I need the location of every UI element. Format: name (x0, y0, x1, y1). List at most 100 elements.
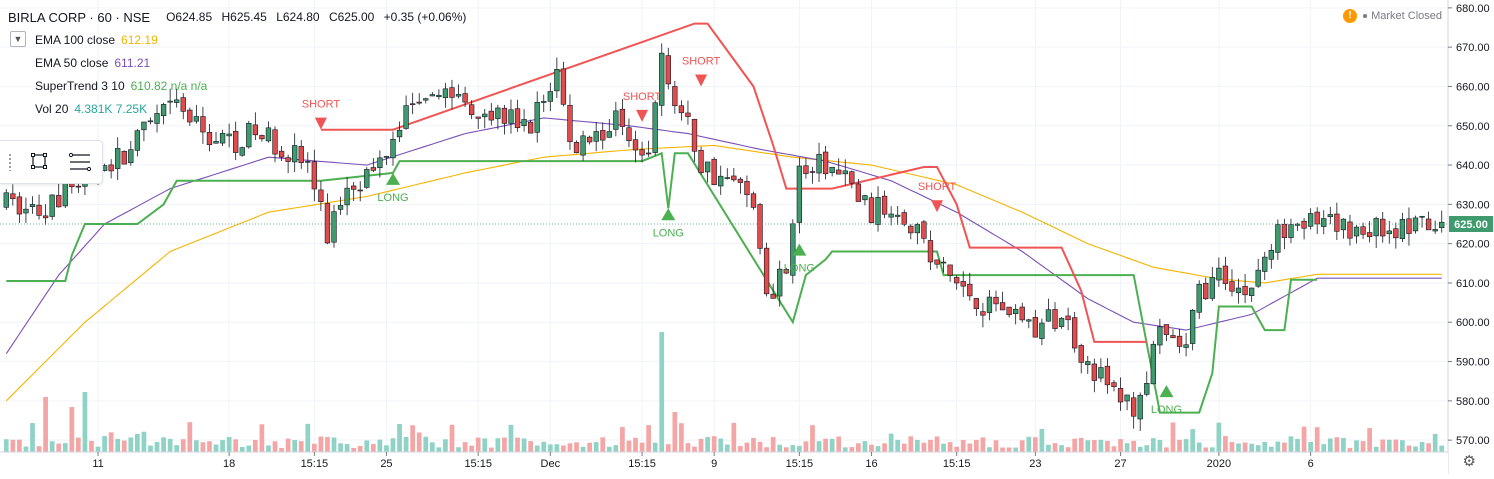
volume-bar (1144, 445, 1150, 452)
drag-handle[interactable] (8, 153, 12, 171)
volume-bar (1249, 443, 1255, 452)
collapse-legend-button[interactable]: ▼ (10, 31, 26, 47)
volume-bar (901, 443, 907, 452)
price-axis-bg (1448, 0, 1494, 474)
candle-body (986, 296, 993, 313)
time-tick-label: 15:15 (628, 458, 656, 470)
candle-body (1183, 344, 1189, 348)
candle-body (1065, 315, 1071, 321)
indicator-value: 610.82 n/a n/a (130, 79, 208, 93)
candle-body (56, 195, 62, 208)
candle-body (999, 302, 1006, 311)
price-tick-label: 600.00 (1456, 317, 1490, 329)
indicator-volume[interactable]: Vol 20 4.381K 7.25K (35, 98, 472, 121)
volume-bar (1341, 437, 1346, 452)
candle-body (822, 151, 829, 175)
candle-body (1419, 215, 1425, 218)
candle-body (416, 101, 422, 104)
volume-bar (1196, 442, 1202, 452)
time-tick-label: Dec (541, 458, 561, 470)
volume-bar (1150, 438, 1156, 452)
market-status[interactable]: ! Market Closed (1343, 9, 1442, 23)
volume-bar (43, 397, 48, 452)
volume-bar (797, 445, 802, 452)
candle-body (442, 88, 449, 98)
long-label: LONG (653, 227, 684, 239)
gear-icon[interactable]: ⚙ (1462, 453, 1476, 470)
volume-bar (397, 424, 402, 452)
volume-bar (561, 445, 566, 452)
indicator-ema50[interactable]: EMA 50 close 611.21 (35, 52, 472, 75)
volume-bar (724, 444, 730, 452)
candle-body (1340, 218, 1347, 231)
volume-bar (508, 424, 514, 452)
candle-body (108, 164, 114, 172)
candle-body (514, 108, 521, 129)
volume-bar (1419, 442, 1425, 452)
low-value: L624.80 (276, 10, 320, 24)
indicator-ema100[interactable]: EMA 100 close 612.19 (35, 29, 472, 52)
candle-body (121, 150, 127, 165)
text-lines-icon[interactable] (68, 152, 92, 172)
price-tick-label: 670.00 (1456, 42, 1490, 54)
candle-body (3, 192, 9, 208)
time-tick-label: 15:15 (786, 458, 814, 470)
price-tick-label: 630.00 (1456, 199, 1490, 211)
candle-body (855, 183, 862, 202)
candle-body (711, 158, 717, 185)
volume-bar (338, 443, 343, 452)
indicator-supertrend[interactable]: SuperTrend 3 10 610.82 n/a n/a (35, 75, 472, 98)
candle-body (200, 116, 206, 133)
candle-body (344, 187, 350, 206)
status-dot (1363, 14, 1368, 18)
volume-bar (1295, 438, 1300, 452)
candle-body (1203, 282, 1209, 300)
candle-body (128, 149, 134, 163)
volume-bar (36, 446, 42, 452)
volume-bar (1013, 447, 1019, 452)
volume-bar (659, 332, 665, 452)
candle-body (606, 131, 612, 138)
price-tick-label: 660.00 (1456, 81, 1490, 93)
volume-bar (1439, 445, 1445, 452)
indicator-value: 4.381K 7.25K (74, 102, 148, 116)
volume-bar (1170, 422, 1176, 452)
candle-body (219, 133, 226, 144)
volume-bar (1373, 446, 1379, 452)
candle-body (429, 94, 435, 97)
indicator-name: EMA 100 close (35, 33, 116, 47)
rectangle-icon[interactable] (30, 152, 48, 170)
short-arrow (931, 200, 944, 213)
candle-body (718, 175, 724, 187)
volume-bar (1091, 440, 1097, 452)
time-tick-label: 6 (1308, 458, 1314, 470)
volume-bar (1019, 440, 1025, 452)
candle-body (691, 118, 698, 152)
volume-bar (1190, 429, 1196, 452)
candle-body (632, 139, 639, 151)
candle-body (206, 132, 213, 146)
symbol-title[interactable]: BIRLA CORP · 60 · NSE (8, 10, 151, 25)
volume-bar (836, 436, 842, 452)
volume-bar (1334, 437, 1340, 452)
candle-body (521, 119, 527, 126)
volume-bar (1288, 436, 1294, 452)
candle-body (1045, 309, 1052, 322)
candle-body (337, 205, 344, 210)
candle-body (383, 156, 390, 158)
candle-body (1124, 394, 1130, 402)
candle-body (508, 109, 514, 124)
candle-body (1085, 361, 1091, 366)
volume-bar (580, 446, 586, 452)
candle-body (357, 189, 363, 192)
candle-body (763, 247, 770, 295)
volume-bar (941, 443, 946, 452)
volume-bar (606, 446, 612, 452)
candle-body (1248, 287, 1255, 297)
volume-bar (882, 443, 887, 452)
volume-bar (790, 445, 796, 452)
warning-icon: ! (1343, 9, 1358, 23)
volume-bar (751, 437, 756, 452)
